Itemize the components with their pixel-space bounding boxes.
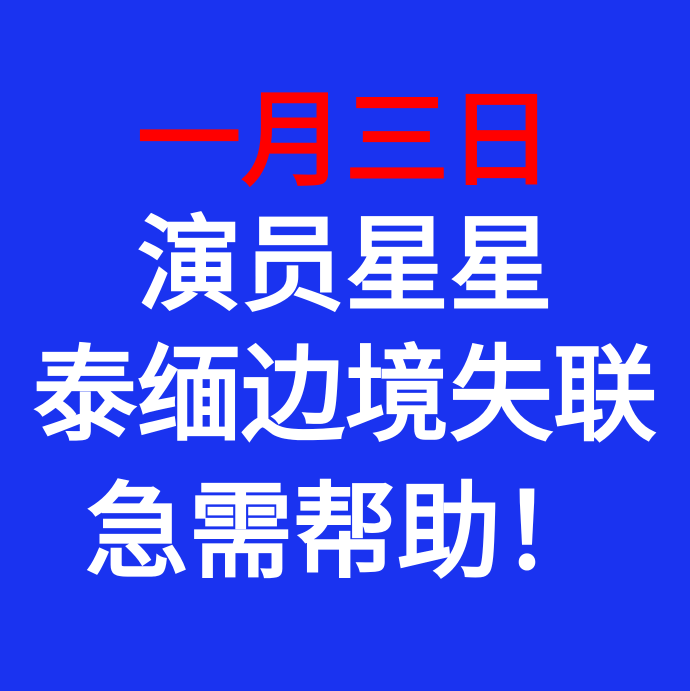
actor-name-line: 演员星星 bbox=[136, 204, 553, 326]
missing-location-line: 泰缅边境失联 bbox=[32, 334, 657, 456]
urgent-help-line: 急需帮助！ bbox=[84, 471, 605, 593]
date-headline: 一月三日 bbox=[136, 79, 553, 201]
